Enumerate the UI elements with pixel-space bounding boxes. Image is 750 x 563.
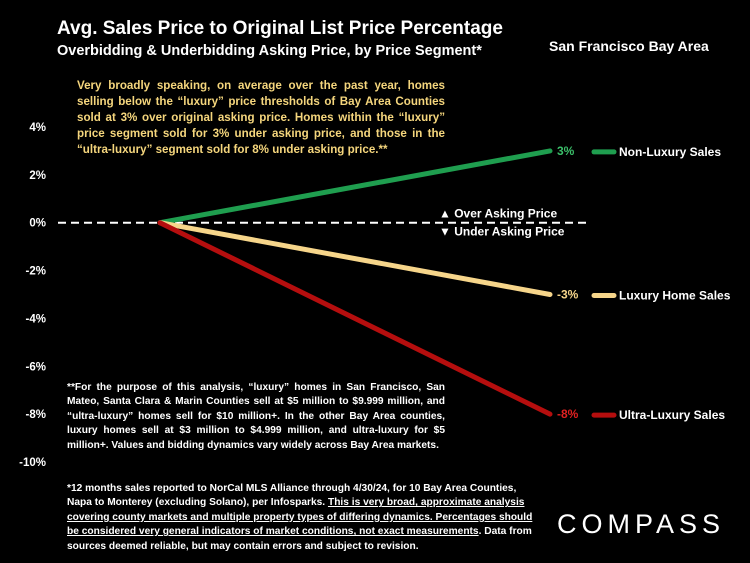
y-tick-label: 4%	[29, 122, 46, 134]
y-tick-label: -4%	[26, 313, 46, 325]
summary-note: Very broadly speaking, on average over t…	[77, 79, 445, 156]
source-footnote: *12 months sales reported to NorCal MLS …	[67, 482, 535, 554]
legend-label-luxury-home-sales: Luxury Home Sales	[619, 289, 731, 303]
source-footnote-tail: . Data from sources deemed reliable, but…	[67, 526, 532, 552]
y-tick-label: -6%	[26, 361, 46, 373]
luxury-definition-footnote: **For the purpose of this analysis, “lux…	[67, 382, 445, 451]
y-tick-label: 0%	[29, 218, 46, 230]
y-tick-label: -10%	[19, 457, 46, 469]
data-label-luxury-home-sales: -3%	[557, 288, 579, 302]
legend-label-ultra-luxury-sales: Ultra-Luxury Sales	[619, 408, 725, 422]
source-footnote-disclaimer: This is very broad, approximate analysis…	[67, 497, 533, 538]
series-line-non-luxury-sales	[157, 148, 553, 226]
compass-logo: COMPASS	[557, 509, 726, 539]
under-asking-label: ▼ Under Asking Price	[439, 225, 565, 239]
chart-title: Avg. Sales Price to Original List Price …	[57, 18, 503, 39]
y-tick-label: -2%	[26, 266, 46, 278]
region-label: San Francisco Bay Area	[549, 38, 709, 54]
over-asking-label: ▲ Over Asking Price	[439, 207, 557, 221]
y-tick-label: -8%	[26, 409, 46, 421]
series-line-luxury-home-sales	[157, 220, 553, 297]
source-footnote-text: *12 months sales reported to NorCal MLS …	[67, 483, 517, 509]
legend-label-non-luxury-sales: Non-Luxury Sales	[619, 145, 721, 159]
data-label-non-luxury-sales: 3%	[557, 144, 575, 158]
chart-subtitle: Overbidding & Underbidding Asking Price,…	[57, 43, 482, 59]
series-line-ultra-luxury-sales	[157, 220, 553, 417]
y-tick-label: 2%	[29, 170, 46, 182]
data-label-ultra-luxury-sales: -8%	[557, 407, 579, 421]
